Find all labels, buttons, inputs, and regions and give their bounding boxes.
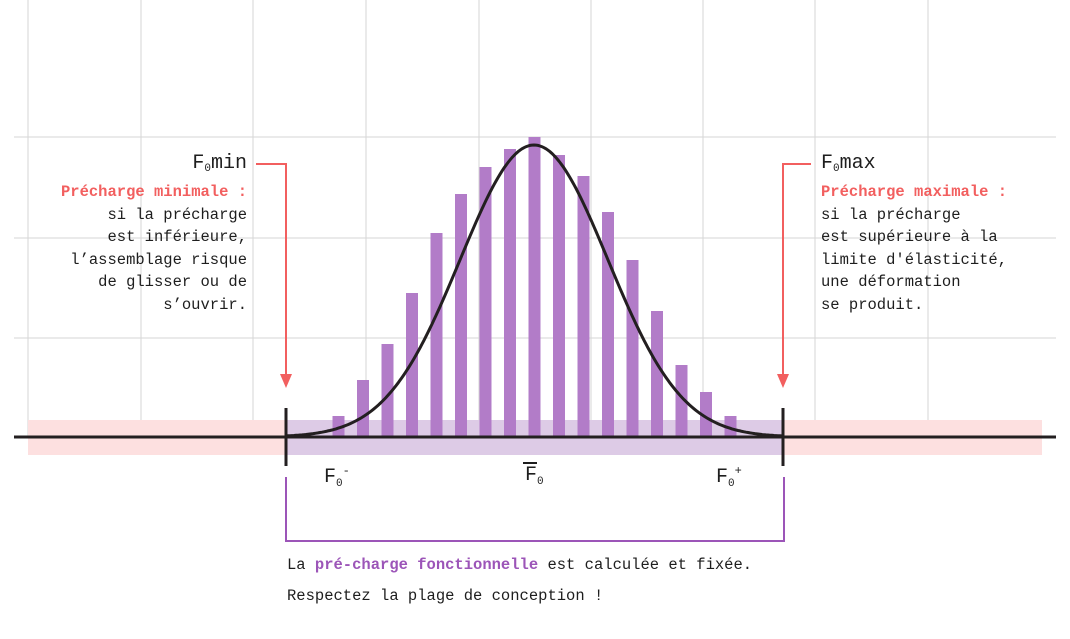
max-note-line: est supérieure à la [821, 228, 998, 246]
footer-line-2: Respectez la plage de conception ! [287, 587, 604, 605]
max-note-line: une déformation [821, 273, 961, 291]
distribution-bar [528, 137, 541, 437]
footer-line-1: La pré-charge fonctionnelle est calculée… [287, 556, 753, 574]
distribution-bar [675, 365, 688, 437]
distribution-bar [357, 380, 369, 437]
design-range-bracket [285, 477, 785, 542]
min-note-line: est inférieure, [107, 228, 247, 246]
min-note-line: l’assemblage risque [70, 250, 247, 269]
max-arrow [782, 163, 811, 378]
f0max-label: F0max [821, 152, 876, 175]
min-note-line: si la précharge [107, 205, 247, 224]
distribution-bar [479, 167, 492, 437]
distribution-bar [700, 392, 712, 437]
distribution-bar [651, 311, 663, 437]
f0-plus-label: F0+ [716, 464, 742, 490]
normal-distribution-curve [285, 143, 783, 438]
distribution-bar [504, 149, 516, 437]
max-note-line: limite d'élasticité, [821, 250, 1008, 269]
maximum-precharge-note: F0max Précharge maximale : si la préchar… [821, 152, 1007, 316]
max-arrow-head [777, 374, 789, 388]
distribution-bar [406, 293, 418, 437]
distribution-bar [602, 212, 614, 437]
distribution-bar [381, 344, 394, 437]
f0-mean-label: F0 [525, 464, 544, 488]
min-arrow-head [280, 374, 292, 388]
distribution-bar [577, 176, 590, 437]
distribution-bar [553, 155, 565, 437]
min-note-line: s’ouvrir. [163, 295, 247, 314]
max-note-line: se produit. [821, 295, 924, 314]
distribution-bars [332, 137, 737, 437]
f0min-label: F0min [192, 152, 247, 175]
min-note-line: de glisser ou de [98, 273, 247, 291]
minimum-precharge-note: F0min Précharge minimale : si la préchar… [61, 152, 247, 316]
min-note-title: Précharge minimale : [60, 183, 247, 201]
distribution-bar [430, 233, 443, 437]
distribution-bar [455, 194, 467, 437]
f0-minus-label: F0- [324, 464, 350, 490]
mean-bar-accent [523, 462, 537, 464]
distribution-bar [626, 260, 639, 437]
max-note-title: Précharge maximale : [821, 183, 1008, 201]
footer-highlight: pré-charge fonctionnelle [314, 556, 539, 574]
distribution-bar [724, 416, 737, 437]
min-arrow [256, 163, 287, 378]
max-note-line: si la précharge [821, 205, 961, 224]
